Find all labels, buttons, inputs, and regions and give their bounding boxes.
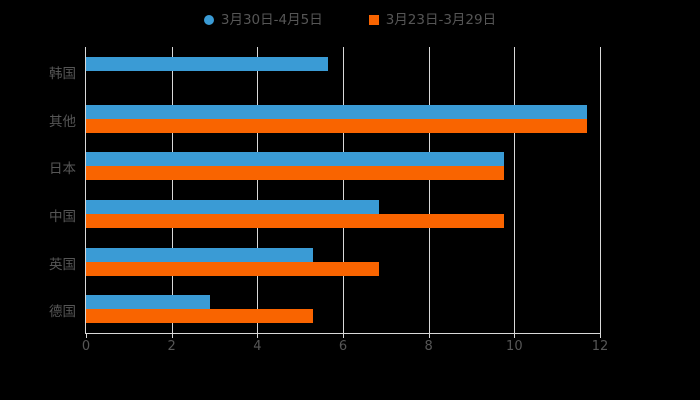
x-tick-mark	[257, 333, 259, 338]
gridline	[343, 47, 344, 333]
bar-blue[interactable]	[86, 295, 211, 310]
bar-blue[interactable]	[86, 104, 588, 119]
x-tick-mark	[171, 333, 173, 338]
bar-orange[interactable]	[86, 166, 504, 181]
x-tick-label: 2	[167, 339, 176, 354]
y-axis-category-label: 日本	[49, 161, 76, 178]
x-tick-mark	[428, 333, 430, 338]
bar-blue[interactable]	[86, 199, 380, 214]
x-tick-mark	[343, 333, 344, 338]
chart-legend: 3月30日-4月5日 3月23日-3月29日	[0, 8, 700, 32]
circle-icon	[203, 15, 214, 25]
legend-item-0[interactable]: 3月30日-4月5日	[203, 12, 323, 28]
gridline	[428, 47, 430, 333]
x-tick-label: 6	[338, 339, 348, 354]
bar-blue[interactable]	[86, 247, 314, 262]
bar-orange[interactable]	[86, 261, 380, 276]
y-axis-category-label: 韩国	[49, 65, 76, 82]
gridline	[171, 47, 173, 333]
bar-orange[interactable]	[86, 118, 588, 133]
x-tick-label: 12	[591, 339, 609, 354]
legend-label-0: 3月30日-4月5日	[220, 12, 323, 28]
x-tick-mark	[514, 333, 516, 338]
x-tick-mark	[86, 333, 87, 338]
y-axis-category-label: 英国	[49, 256, 76, 273]
plot-area: 0 2 4 6 8 10 12 韩国其他日本中国英国德国	[49, 47, 608, 354]
x-tick-label: 8	[424, 339, 433, 354]
y-axis-line	[85, 47, 86, 333]
legend-item-1[interactable]: 3月23日-3月29日	[368, 12, 497, 28]
gridline	[600, 47, 601, 333]
y-axis-category-label: 其他	[49, 113, 76, 130]
x-tick-label: 4	[253, 339, 262, 354]
bar-blue[interactable]	[86, 56, 328, 71]
square-icon	[368, 15, 379, 25]
x-tick-label: 0	[81, 339, 91, 354]
bar-orange[interactable]	[86, 309, 314, 324]
x-tick-label: 10	[506, 339, 523, 354]
gridline	[257, 47, 259, 333]
bar-orange[interactable]	[86, 213, 504, 228]
bar-blue[interactable]	[86, 152, 504, 167]
y-axis-category-label: 德国	[49, 304, 76, 321]
gridline	[514, 47, 516, 333]
legend-label-1: 3月23日-3月29日	[385, 12, 497, 28]
y-axis-category-label: 中国	[49, 208, 76, 225]
x-tick-mark	[600, 333, 601, 338]
